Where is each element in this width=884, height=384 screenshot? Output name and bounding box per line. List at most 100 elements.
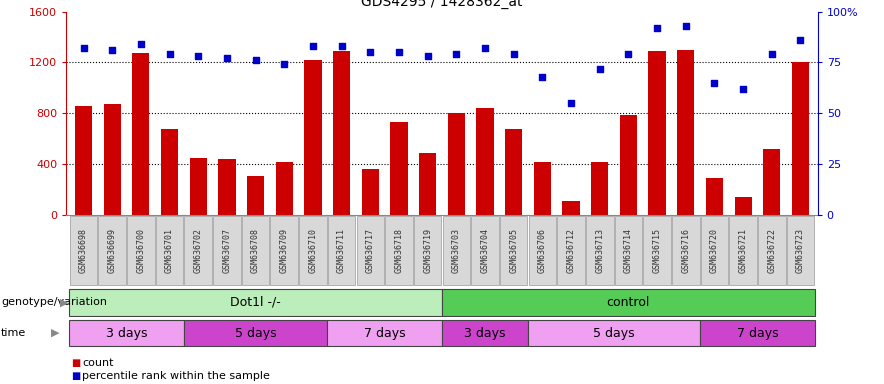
- Bar: [447, 113, 465, 215]
- Text: GSM636712: GSM636712: [567, 228, 575, 273]
- Point: [449, 51, 463, 57]
- Text: time: time: [1, 328, 27, 338]
- Text: GSM636720: GSM636720: [710, 228, 719, 273]
- Text: ▶: ▶: [60, 297, 69, 308]
- FancyBboxPatch shape: [213, 217, 240, 285]
- Point: [220, 55, 234, 61]
- Text: GSM636711: GSM636711: [337, 228, 347, 273]
- FancyBboxPatch shape: [557, 217, 585, 285]
- FancyBboxPatch shape: [500, 217, 528, 285]
- FancyBboxPatch shape: [414, 217, 441, 285]
- Text: GSM636717: GSM636717: [366, 228, 375, 273]
- FancyBboxPatch shape: [701, 217, 728, 285]
- Bar: [161, 129, 179, 215]
- Bar: [735, 197, 751, 215]
- Bar: [763, 149, 781, 215]
- Bar: [247, 175, 264, 215]
- Text: GSM636722: GSM636722: [767, 228, 776, 273]
- Point: [707, 79, 721, 86]
- Text: GSM636723: GSM636723: [796, 228, 805, 273]
- Text: 7 days: 7 days: [736, 327, 778, 339]
- Point: [621, 51, 636, 57]
- Point: [105, 47, 119, 53]
- FancyBboxPatch shape: [127, 217, 155, 285]
- Bar: [133, 53, 149, 215]
- Text: GSM636700: GSM636700: [136, 228, 145, 273]
- Bar: [534, 162, 551, 215]
- Point: [392, 49, 406, 55]
- Point: [363, 49, 377, 55]
- Text: GSM636710: GSM636710: [309, 228, 317, 273]
- Point: [679, 23, 693, 29]
- Bar: [705, 178, 723, 215]
- FancyBboxPatch shape: [98, 217, 126, 285]
- FancyBboxPatch shape: [156, 217, 183, 285]
- Text: ▶: ▶: [51, 328, 60, 338]
- Bar: [333, 51, 350, 215]
- Text: GSM636716: GSM636716: [682, 228, 690, 273]
- FancyBboxPatch shape: [69, 289, 442, 316]
- FancyBboxPatch shape: [356, 217, 384, 285]
- Bar: [620, 114, 637, 215]
- Point: [794, 37, 808, 43]
- Point: [507, 51, 521, 57]
- Bar: [103, 104, 121, 215]
- Bar: [792, 62, 809, 215]
- Text: GSM636705: GSM636705: [509, 228, 518, 273]
- Point: [765, 51, 779, 57]
- FancyBboxPatch shape: [528, 320, 700, 346]
- FancyBboxPatch shape: [271, 217, 298, 285]
- Point: [306, 43, 320, 49]
- FancyBboxPatch shape: [442, 320, 528, 346]
- Bar: [304, 60, 322, 215]
- Point: [564, 100, 578, 106]
- Text: 5 days: 5 days: [235, 327, 277, 339]
- Bar: [591, 162, 608, 215]
- Text: GSM636703: GSM636703: [452, 228, 461, 273]
- Bar: [505, 129, 522, 215]
- Text: GSM636698: GSM636698: [79, 228, 88, 273]
- FancyBboxPatch shape: [299, 217, 327, 285]
- FancyBboxPatch shape: [184, 320, 327, 346]
- FancyBboxPatch shape: [614, 217, 642, 285]
- FancyBboxPatch shape: [529, 217, 556, 285]
- Text: Dot1l -/-: Dot1l -/-: [230, 296, 281, 309]
- FancyBboxPatch shape: [327, 320, 442, 346]
- FancyBboxPatch shape: [758, 217, 786, 285]
- FancyBboxPatch shape: [471, 217, 499, 285]
- Point: [592, 65, 606, 71]
- Point: [536, 74, 550, 80]
- Text: genotype/variation: genotype/variation: [1, 297, 107, 308]
- Text: ■: ■: [71, 358, 80, 368]
- Text: ■: ■: [71, 371, 80, 381]
- Text: 5 days: 5 days: [593, 327, 635, 339]
- FancyBboxPatch shape: [586, 217, 613, 285]
- FancyBboxPatch shape: [729, 217, 757, 285]
- FancyBboxPatch shape: [185, 217, 212, 285]
- Title: GDS4295 / 1428362_at: GDS4295 / 1428362_at: [362, 0, 522, 9]
- Text: GSM636704: GSM636704: [481, 228, 490, 273]
- Text: GSM636718: GSM636718: [394, 228, 403, 273]
- Point: [421, 53, 435, 60]
- Bar: [476, 108, 493, 215]
- Text: percentile rank within the sample: percentile rank within the sample: [82, 371, 271, 381]
- Point: [133, 41, 148, 47]
- FancyBboxPatch shape: [700, 320, 815, 346]
- Text: GSM636708: GSM636708: [251, 228, 260, 273]
- FancyBboxPatch shape: [69, 320, 184, 346]
- Point: [163, 51, 177, 57]
- Bar: [649, 51, 666, 215]
- Point: [736, 86, 751, 92]
- FancyBboxPatch shape: [385, 217, 413, 285]
- Text: control: control: [606, 296, 650, 309]
- Text: GSM636714: GSM636714: [624, 228, 633, 273]
- FancyBboxPatch shape: [242, 217, 270, 285]
- Bar: [218, 159, 235, 215]
- Point: [334, 43, 348, 49]
- Point: [278, 61, 292, 68]
- Bar: [276, 162, 293, 215]
- Text: GSM636701: GSM636701: [165, 228, 174, 273]
- Text: GSM636721: GSM636721: [739, 228, 748, 273]
- Text: GSM636713: GSM636713: [595, 228, 605, 273]
- Text: GSM636699: GSM636699: [108, 228, 117, 273]
